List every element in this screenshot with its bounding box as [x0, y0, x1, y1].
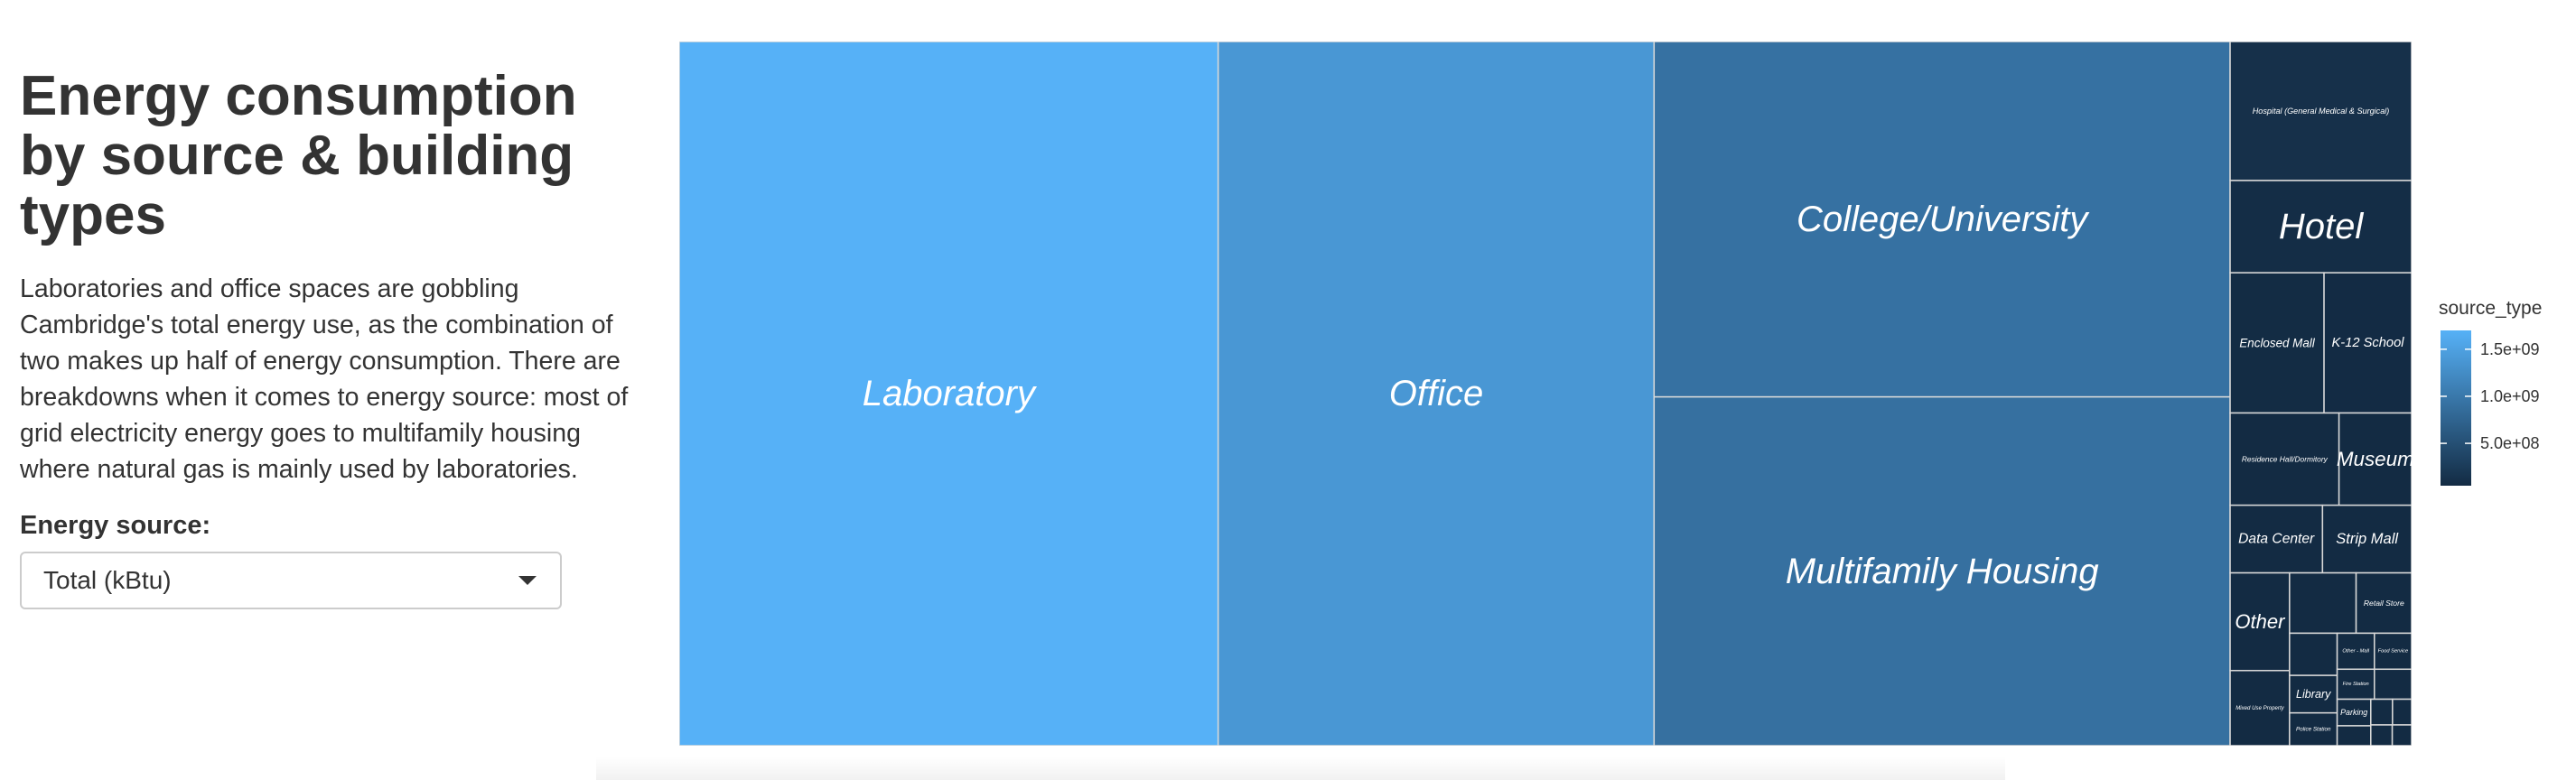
treemap-label-retail-store: Retail Store — [2364, 599, 2404, 608]
page-title: Energy consumption by source & building … — [20, 65, 577, 246]
treemap-tile-supermarket-grocery-store[interactable] — [2289, 571, 2357, 635]
legend-tick-label: 5.0e+08 — [2480, 434, 2540, 452]
treemap-label-other-mall: Other - Mall — [2342, 648, 2369, 654]
treemap-tile-college-university[interactable] — [1653, 41, 2231, 398]
description-text: Laboratories and office spaces are gobbl… — [20, 274, 629, 484]
treemap-label-food-service: Food Service — [2378, 648, 2409, 654]
treemap-label-multifamily-housing: Multifamily Housing — [1786, 552, 2099, 591]
sidebar: Energy consumption by source & building … — [20, 67, 634, 609]
treemap-tile-library[interactable] — [2289, 674, 2338, 714]
treemap-tile-museum[interactable] — [2338, 412, 2413, 506]
treemap-tile-k-12-school[interactable] — [2323, 272, 2413, 414]
treemap-tile-mixed-use-property[interactable] — [2229, 670, 2291, 747]
legend-title: source_type — [2439, 298, 2543, 319]
treemap-tile-other-recreation[interactable] — [2336, 725, 2372, 747]
treemap-label-other: Other — [2235, 610, 2286, 633]
treemap-tile-food-service[interactable] — [2374, 632, 2413, 671]
treemap-label-office: Office — [1389, 374, 1483, 413]
legend-tick-label: 1.5e+09 — [2480, 340, 2540, 358]
treemap-tile-laboratory[interactable] — [678, 41, 1219, 747]
treemap-label-parking: Parking — [2340, 708, 2367, 717]
legend-colorbar: 1.5e+09 1.0e+09 5.0e+08 — [2441, 330, 2540, 486]
treemap-label-mixed-use-property: Mixed Use Property — [2235, 705, 2284, 711]
treemap-tile-senior-care-community[interactable] — [2289, 632, 2338, 676]
chevron-down-icon — [518, 576, 537, 585]
energy-source-label: Energy source: — [20, 511, 211, 540]
treemap-tile-office[interactable] — [1217, 41, 1656, 747]
treemap-label-college-university: College/University — [1797, 200, 2090, 239]
treemap-label-residence-hall-dormitory: Residence Hall/Dormitory — [2242, 455, 2329, 464]
treemap-tile-hotel[interactable] — [2229, 180, 2413, 274]
treemap-tile-multifamily-housing[interactable] — [1653, 395, 2231, 747]
treemap-label-museum: Museum — [2337, 448, 2412, 470]
energy-source-selected-value: Total (kBtu) — [43, 566, 172, 594]
legend-gradient-bar — [2441, 330, 2471, 486]
page-shadow — [596, 757, 2005, 780]
treemap-label-library: Library — [2296, 688, 2331, 701]
energy-source-select[interactable]: Total (kBtu) — [20, 552, 562, 609]
treemap-tile-fire-station[interactable] — [2336, 668, 2375, 701]
treemap-label-hotel: Hotel — [2279, 207, 2364, 246]
treemap-label-laboratory: Laboratory — [863, 374, 1038, 413]
treemap-label-data-center: Data Center — [2238, 532, 2315, 547]
legend-tick-label: 1.0e+09 — [2480, 387, 2540, 405]
treemap-label-police-station: Police Station — [2296, 726, 2331, 732]
treemap-label-fire-station: Fire Station — [2343, 682, 2369, 687]
treemap-label-hospital-general-medical-surgical: Hospital (General Medical & Surgical) — [2253, 107, 2390, 116]
treemap-tile-worship-facility[interactable] — [2374, 668, 2413, 701]
treemap-label-k-12-school: K-12 School — [2332, 336, 2405, 350]
treemap-tile-unlabeled-25[interactable] — [2370, 698, 2394, 726]
treemap-chart: Laboratory Office College/University Multif… — [678, 41, 2414, 750]
treemap-tile-unlabeled-27[interactable] — [2370, 724, 2394, 747]
treemap-label-enclosed-mall: Enclosed Mall — [2239, 336, 2315, 349]
color-legend: source_type 1.5e+09 1.0e+09 5.0e+08 — [2439, 298, 2565, 506]
treemap-tile-hospital-general-medical-surgical[interactable] — [2229, 41, 2413, 181]
treemap-tile-unlabeled-28[interactable] — [2391, 724, 2413, 747]
treemap-tile-unlabeled-26[interactable] — [2392, 698, 2413, 726]
treemap-label-strip-mall: Strip Mall — [2336, 531, 2399, 547]
treemap-tile-police-station[interactable] — [2289, 711, 2338, 747]
treemap-svg: Laboratory Office College/University Multif… — [678, 41, 2414, 747]
treemap-tile-strip-mall[interactable] — [2321, 504, 2413, 574]
